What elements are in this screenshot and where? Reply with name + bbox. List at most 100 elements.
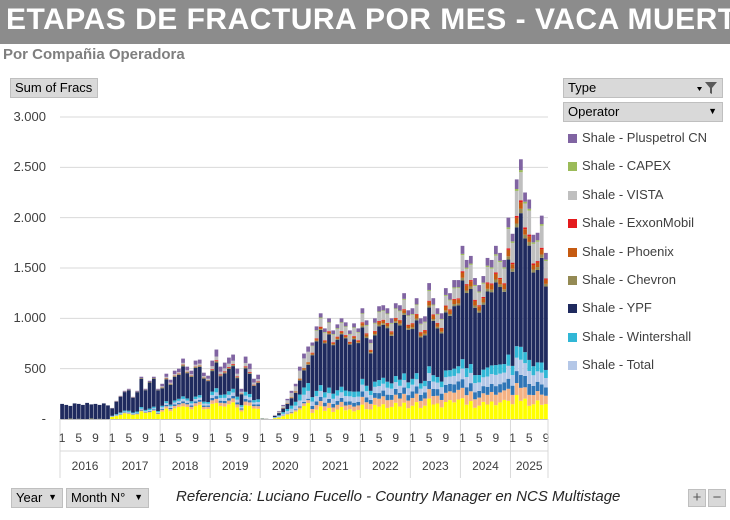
bar-segment: [281, 416, 286, 419]
month-tick-label: 9: [493, 431, 500, 445]
bar-segment: [381, 310, 386, 312]
month-tick-label: 1: [209, 431, 216, 445]
legend-label: Shale - Pluspetrol CN: [582, 130, 707, 145]
bar-segment: [539, 254, 544, 258]
bar-segment: [389, 318, 394, 323]
year-dropdown-arrow-icon[interactable]: ▼: [48, 492, 57, 502]
bar-segment: [427, 305, 431, 308]
bar-segment: [381, 396, 386, 405]
bar-segment: [352, 402, 356, 407]
bar-segment: [322, 392, 327, 398]
bar-segment: [197, 363, 202, 366]
bar-segment: [368, 352, 373, 354]
month-dropdown-arrow-icon[interactable]: ▼: [134, 492, 143, 502]
bar-segment: [464, 293, 469, 369]
bar-segment: [443, 312, 448, 371]
bar-segment: [498, 373, 502, 385]
month-tick-label: 5: [176, 431, 183, 445]
month-tick-label: 5: [326, 431, 333, 445]
filter-icon[interactable]: [696, 81, 718, 98]
bar-segment: [452, 384, 457, 393]
bar-segment: [539, 249, 544, 255]
bar-segment: [389, 322, 394, 324]
bar-segment: [185, 372, 190, 374]
bar-segment: [439, 393, 444, 400]
bar-segment: [318, 326, 323, 328]
bar-segment: [193, 396, 198, 400]
bar-segment: [448, 315, 452, 371]
bar-segment: [343, 405, 348, 411]
bar-segment: [360, 322, 365, 324]
bar-segment: [427, 289, 431, 291]
bar-segment: [460, 255, 465, 272]
bar-segment: [414, 386, 419, 394]
collapse-button[interactable]: −: [708, 489, 726, 507]
bar-segment: [310, 346, 315, 353]
values-field-button[interactable]: Sum of Fracs: [10, 78, 98, 98]
bar-segment: [489, 401, 494, 419]
bar-segment: [314, 409, 319, 419]
bar-segment: [464, 284, 469, 286]
bar-segment: [139, 408, 144, 410]
year-field-button[interactable]: Year ▼: [11, 488, 63, 508]
operator-field-button[interactable]: Operator ▼: [563, 102, 723, 122]
bar-segment: [452, 304, 457, 307]
bar-segment: [373, 381, 377, 387]
bar-segment: [368, 399, 373, 404]
bar-segment: [135, 411, 140, 413]
bar-segment: [398, 392, 402, 399]
dropdown-arrow-icon[interactable]: ▼: [708, 106, 717, 116]
bar-segment: [206, 409, 210, 419]
bar-segment: [143, 411, 148, 412]
bar-segment: [489, 384, 494, 392]
bar-segment: [393, 388, 398, 395]
bar-segment: [114, 416, 119, 419]
bar-segment: [456, 381, 461, 390]
bar-segment: [414, 379, 419, 387]
type-field-button[interactable]: Type: [563, 78, 723, 98]
bar-segment: [385, 400, 390, 408]
year-label: 2017: [122, 459, 149, 473]
bar-segment: [202, 406, 206, 410]
bar-segment: [393, 402, 398, 419]
bar-segment: [402, 387, 406, 394]
bar-segment: [168, 409, 173, 412]
bar-segment: [360, 391, 365, 397]
bar-segment: [356, 391, 361, 397]
bar-segment: [193, 401, 198, 404]
bar-segment: [343, 410, 348, 419]
bar-segment: [147, 382, 152, 409]
bar-segment: [143, 412, 148, 413]
legend-swatch: [568, 247, 577, 257]
bar-segment: [506, 248, 511, 250]
bar-segment: [498, 392, 502, 403]
month-field-button[interactable]: Month N° ▼: [66, 488, 149, 508]
bar-segment: [377, 386, 381, 394]
bar-segment: [493, 405, 498, 419]
bar-segment: [239, 393, 244, 395]
bar-segment: [218, 371, 223, 375]
bar-segment: [418, 388, 423, 395]
bar-segment: [402, 379, 406, 388]
bar-segment: [302, 405, 306, 419]
bar-segment: [139, 407, 144, 409]
bar-segment: [393, 309, 398, 318]
bar-segment: [181, 366, 185, 397]
expand-button[interactable]: +: [688, 489, 706, 507]
bar-segment: [448, 383, 452, 392]
bar-segment: [348, 391, 352, 397]
bar-segment: [506, 259, 511, 355]
bar-segment: [427, 300, 431, 302]
bar-segment: [218, 375, 223, 377]
bar-segment: [439, 318, 444, 320]
bar-segment: [498, 260, 502, 263]
bar-segment: [368, 343, 373, 344]
bar-segment: [431, 396, 436, 405]
bar-segment: [535, 371, 540, 382]
bar-segment: [498, 277, 502, 280]
bar-segment: [519, 346, 523, 360]
bar-segment: [306, 346, 311, 352]
bar-segment: [360, 396, 365, 405]
bar-segment: [539, 224, 544, 226]
bar-segment: [535, 261, 540, 263]
